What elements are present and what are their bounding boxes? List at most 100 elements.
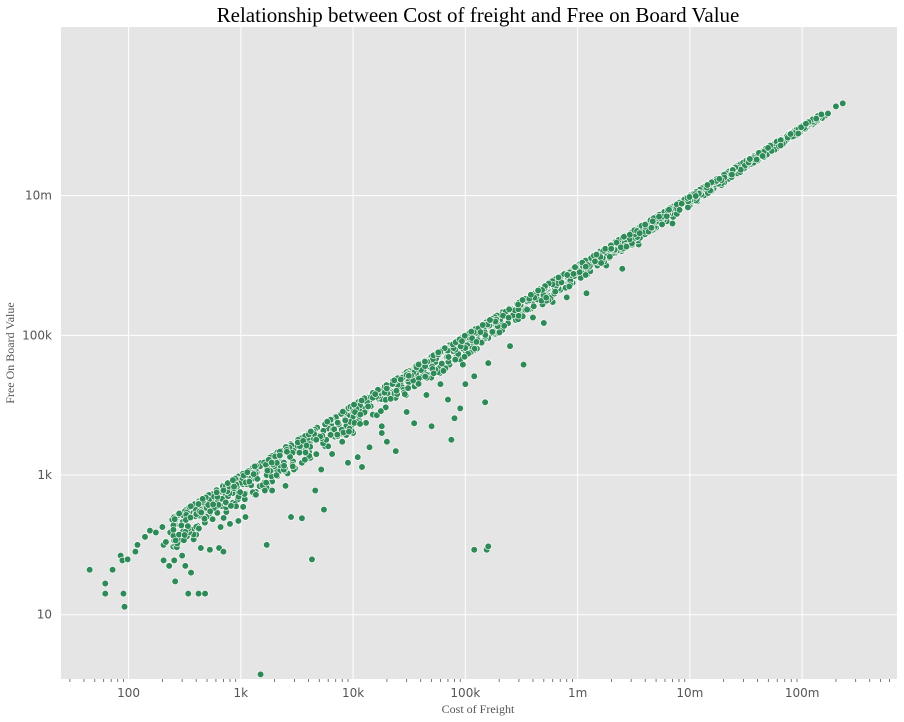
data-point — [620, 233, 628, 241]
data-point — [371, 390, 379, 398]
data-point — [753, 155, 761, 164]
data-point — [582, 271, 590, 279]
x-axis-label: Cost of Freight — [442, 702, 515, 716]
data-point — [171, 515, 179, 523]
data-point — [226, 520, 234, 528]
data-point — [591, 257, 599, 265]
data-points — [86, 99, 847, 678]
data-point — [410, 419, 418, 427]
y-axis-tick-labels: 10 1k 100k 10m — [22, 189, 52, 622]
data-point — [447, 436, 455, 444]
data-point — [444, 353, 453, 361]
data-point — [451, 356, 459, 364]
data-point — [187, 569, 195, 577]
data-point — [427, 422, 436, 430]
data-point — [592, 250, 600, 259]
data-point — [287, 513, 295, 521]
data-point — [758, 152, 767, 160]
data-point — [655, 212, 663, 221]
data-point — [194, 590, 203, 598]
data-point — [257, 670, 265, 678]
data-point — [703, 181, 711, 189]
data-point — [262, 479, 270, 487]
data-point — [326, 431, 335, 439]
data-point — [280, 462, 288, 470]
data-point — [802, 120, 810, 128]
data-point — [344, 459, 352, 467]
data-point — [467, 328, 475, 336]
data-point — [230, 482, 238, 491]
data-point — [358, 396, 366, 405]
data-point — [253, 475, 261, 483]
data-point — [199, 495, 207, 503]
data-point — [184, 590, 192, 598]
data-point — [194, 500, 203, 508]
data-point — [101, 579, 109, 588]
data-point — [133, 541, 142, 549]
data-point — [434, 348, 442, 357]
data-point — [472, 338, 481, 346]
data-point — [158, 523, 166, 531]
data-point — [563, 271, 571, 279]
data-point — [421, 357, 429, 366]
data-point — [206, 546, 214, 554]
data-point — [542, 294, 550, 302]
data-point — [832, 102, 840, 110]
data-point — [365, 443, 374, 451]
data-point — [456, 404, 464, 412]
data-point — [301, 456, 309, 464]
data-point — [222, 498, 230, 506]
data-point — [339, 407, 347, 416]
data-point — [764, 144, 772, 152]
data-point — [172, 536, 180, 545]
data-point — [390, 376, 398, 384]
data-point — [641, 221, 649, 229]
data-point — [514, 300, 522, 309]
data-point — [152, 528, 160, 537]
data-point — [476, 328, 485, 336]
data-point — [607, 245, 615, 253]
data-point — [323, 418, 331, 426]
data-point — [330, 425, 338, 433]
data-point — [312, 450, 320, 458]
data-point — [178, 552, 186, 560]
x-tick-label: 100m — [785, 686, 820, 700]
data-point — [461, 380, 469, 388]
data-point — [219, 486, 228, 495]
x-minor-ticks — [69, 679, 890, 682]
data-point — [540, 319, 548, 327]
data-point — [530, 302, 538, 310]
data-point — [239, 503, 247, 511]
x-tick-label: 10k — [342, 686, 364, 700]
data-point — [181, 562, 189, 570]
data-point — [169, 526, 178, 534]
data-point — [281, 482, 290, 490]
data-point — [213, 488, 221, 496]
data-point — [444, 396, 452, 404]
data-point — [170, 556, 178, 564]
data-point — [797, 123, 805, 131]
data-point — [506, 342, 514, 350]
data-point — [551, 288, 559, 296]
data-point — [824, 109, 832, 118]
data-point — [362, 419, 370, 427]
data-point — [450, 414, 459, 422]
data-point — [597, 259, 605, 267]
data-point — [715, 175, 723, 183]
data-point — [216, 523, 225, 531]
data-point — [219, 548, 228, 556]
data-point — [317, 465, 325, 474]
data-point — [401, 390, 409, 398]
data-point — [272, 471, 281, 479]
data-point — [777, 141, 785, 150]
data-point — [341, 416, 349, 424]
x-tick-label: 10m — [676, 686, 703, 700]
data-point — [180, 531, 189, 539]
data-point — [675, 206, 684, 214]
data-point — [728, 170, 736, 179]
data-point — [518, 296, 527, 304]
x-tick-label: 100 — [117, 686, 140, 700]
data-point — [519, 361, 528, 369]
x-tick-label: 1k — [234, 686, 249, 700]
